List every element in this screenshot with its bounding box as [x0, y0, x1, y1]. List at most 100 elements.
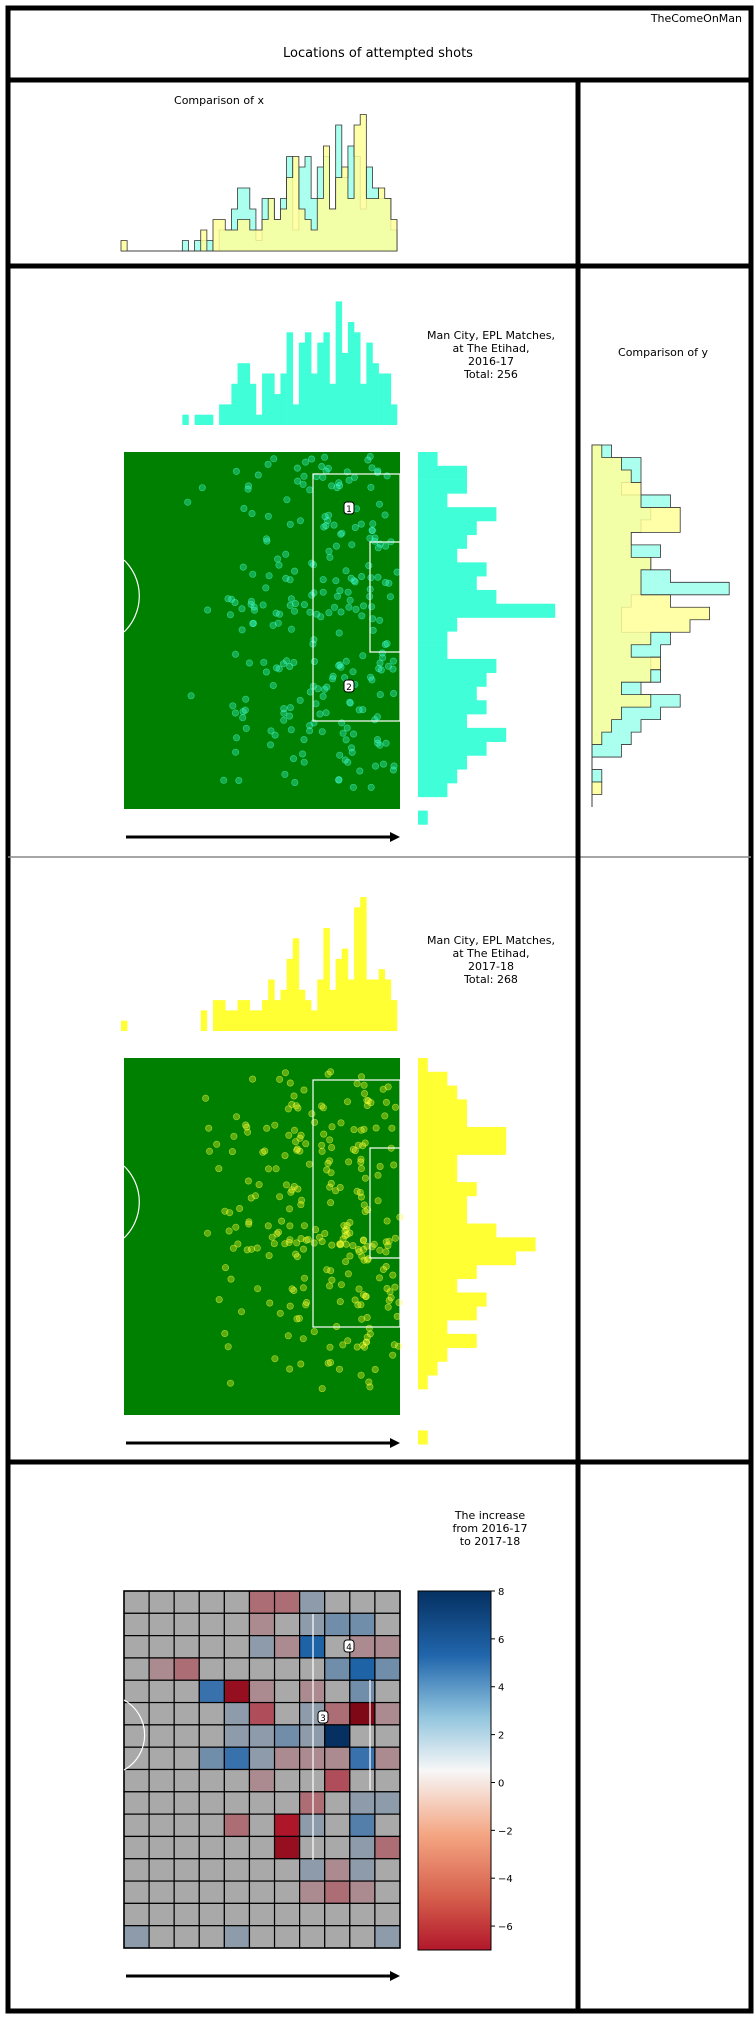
shots-2016-shot: [264, 460, 272, 468]
shots-2017-shot: [384, 1303, 392, 1311]
shots-2016-shot: [264, 512, 272, 520]
shots-2017-shot: [318, 1385, 326, 1393]
shots-2017-shot: [343, 1231, 351, 1239]
heatmap-cell: [299, 1925, 326, 1949]
shots-2017-shot: [339, 1341, 347, 1349]
heatmap-cell: [173, 1679, 200, 1704]
shots-2016-shot: [342, 657, 350, 665]
x-hist-2016-bar: [219, 404, 226, 425]
y-hist-2017-bar: [418, 1154, 458, 1169]
shots-2016-shot: [337, 530, 345, 538]
shots-2017-shot: [391, 1103, 399, 1111]
y-hist-2016-bar: [418, 755, 467, 770]
heatmap-cell: [123, 1657, 150, 1681]
x-hist-2016-bar: [384, 373, 392, 425]
heatmap-cell: [148, 1791, 175, 1815]
shots-2017-shot: [326, 1183, 334, 1191]
shots-2016-shot: [367, 483, 375, 491]
shots-2016-shot: [235, 776, 243, 784]
x-hist-2016-bar: [347, 322, 355, 425]
x-hist-2016-bar: [200, 414, 208, 425]
shots-2017-shot: [382, 1098, 390, 1106]
shots-2016-shot: [321, 513, 329, 521]
shots-2017-shot: [343, 1098, 351, 1106]
shots-2017-shot: [336, 1298, 344, 1306]
shots-2016-shot: [275, 561, 283, 569]
y-hist-2016-bar: [418, 562, 487, 577]
heatmap-cell: [123, 1835, 150, 1860]
shots-2017-shot: [261, 1147, 269, 1155]
shots-2016-shot: [346, 596, 354, 604]
y-hist-2016-bar: [418, 769, 458, 784]
shots-2017-shot: [285, 1238, 293, 1246]
shots-2017-shot: [326, 1136, 334, 1144]
shots-2016-shot: [291, 778, 299, 786]
six-yard-box: [369, 541, 401, 653]
y-hist-2016-bar: [418, 548, 458, 563]
x-hist-2016-bar: [323, 332, 330, 425]
shots-2017-shot: [221, 1207, 229, 1215]
shots-2017-shot: [351, 1147, 359, 1155]
attack-direction-arrow-2016: [126, 832, 400, 842]
season-2017-label: Man City, EPL Matches, at The Etihad, 20…: [427, 934, 555, 986]
pitch-2017-18: [123, 1058, 404, 1415]
shots-2017-shot: [320, 1130, 328, 1138]
shots-2016-shot: [300, 472, 308, 480]
x-hist-2017-bar: [335, 958, 343, 1031]
heatmap-cell: [248, 1679, 276, 1704]
heatmap-cell: [273, 1858, 301, 1882]
shots-2016-shot: [350, 473, 358, 481]
heatmap-cell: [173, 1880, 200, 1904]
y-hist-2017-bar: [418, 1195, 467, 1211]
shots-2016-shot: [337, 608, 345, 616]
figure-frame: [5, 5, 754, 2014]
shots-2017-shot: [299, 1284, 307, 1292]
shots-2016-shot: [262, 584, 270, 592]
shots-2016-shot: [369, 626, 377, 634]
shots-2016-shot: [269, 621, 277, 629]
y-hist-2017-bar: [418, 1058, 428, 1073]
heatmap-cell: [223, 1724, 251, 1748]
shots-2017-shot: [395, 1299, 403, 1307]
increase-line2: from 2016-17: [452, 1522, 527, 1535]
shots-2016-shot: [306, 727, 314, 735]
shots-2017-shot: [249, 1075, 257, 1083]
shots-2016-shot: [318, 728, 326, 736]
heatmap-cell: [223, 1925, 251, 1949]
shots-2016-shot: [239, 714, 247, 722]
shots-2017-shot: [353, 1187, 361, 1195]
shots-2017-shot: [318, 1141, 326, 1149]
shots-2016-shot: [300, 736, 308, 744]
shots-2016-shot: [274, 619, 282, 627]
heatmap-cell: [123, 1902, 150, 1927]
shots-2016-shot: [368, 526, 376, 534]
heatmap-cell: [349, 1902, 376, 1927]
shots-2016-shot: [324, 464, 332, 472]
shots-2016-shot: [335, 629, 343, 637]
shots-2016-shot: [332, 542, 340, 550]
heatmap-cell: [173, 1813, 200, 1838]
shots-2017-shot: [213, 1140, 221, 1148]
shots-2017-shot: [232, 1223, 240, 1231]
heatmap-cell: [299, 1746, 326, 1771]
x-histogram-2016-17: [182, 301, 398, 425]
heatmap-cell: [324, 1813, 351, 1838]
shots-2017-shot: [264, 1222, 272, 1230]
shots-2017-shot: [295, 1314, 303, 1322]
x-hist-2016-bar: [231, 383, 238, 425]
pitch-surface: [124, 452, 400, 809]
heatmap-cell: [374, 1925, 401, 1949]
y-hist-2017-bar: [418, 1361, 438, 1376]
arrow-head: [390, 1971, 400, 1981]
shots-2016-shot: [306, 608, 314, 616]
x-hist-2017-bar: [219, 1000, 226, 1031]
shots-2017-18: [202, 1068, 404, 1393]
x-hist-2017-bar: [298, 989, 306, 1031]
centre-circle-arc: [123, 1165, 140, 1239]
heatmap-cell: [349, 1858, 376, 1882]
colorbar-tick-label: −6: [498, 1922, 513, 1933]
shots-2016-shot: [320, 523, 328, 531]
season-2016-label: Man City, EPL Matches, at The Etihad, 20…: [427, 329, 555, 381]
shots-2017-shot: [381, 1112, 389, 1120]
shots-2017-shot: [236, 1205, 244, 1213]
